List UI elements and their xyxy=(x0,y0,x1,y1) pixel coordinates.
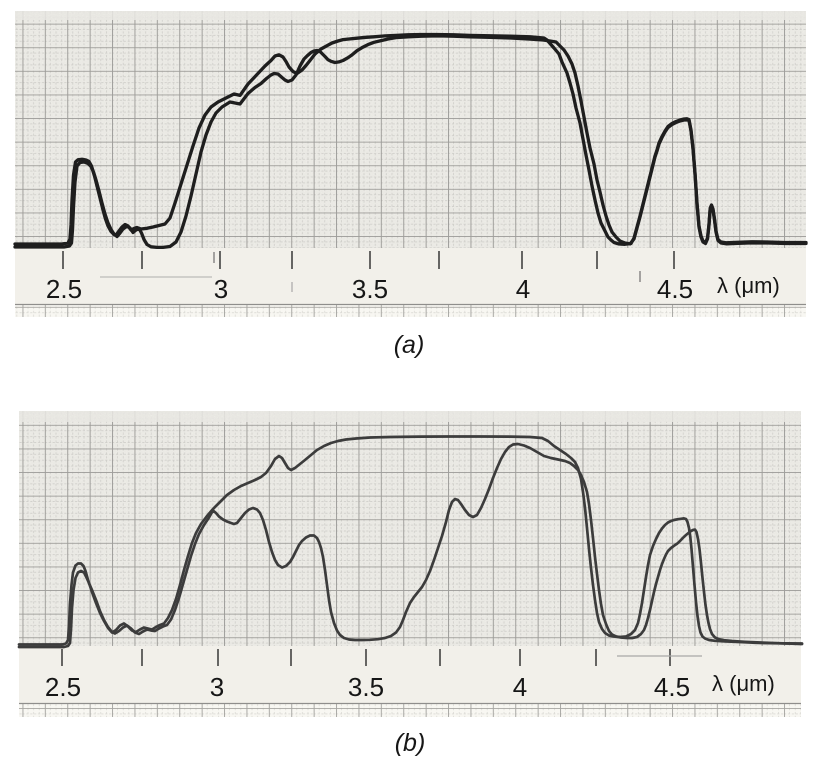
svg-text:3: 3 xyxy=(210,672,224,702)
svg-text:2.5: 2.5 xyxy=(46,274,82,304)
svg-text:4.5: 4.5 xyxy=(657,274,693,304)
svg-text:λ (μm): λ (μm) xyxy=(712,671,775,696)
svg-text:2.5: 2.5 xyxy=(45,672,81,702)
svg-text:(a): (a) xyxy=(394,331,425,359)
svg-text:(b): (b) xyxy=(395,729,426,757)
svg-text:3.5: 3.5 xyxy=(352,274,388,304)
svg-text:4: 4 xyxy=(513,672,527,702)
svg-text:3: 3 xyxy=(214,274,228,304)
svg-text:λ (μm): λ (μm) xyxy=(717,273,780,298)
svg-text:4.5: 4.5 xyxy=(654,672,690,702)
svg-text:4: 4 xyxy=(516,274,530,304)
svg-text:3.5: 3.5 xyxy=(348,672,384,702)
